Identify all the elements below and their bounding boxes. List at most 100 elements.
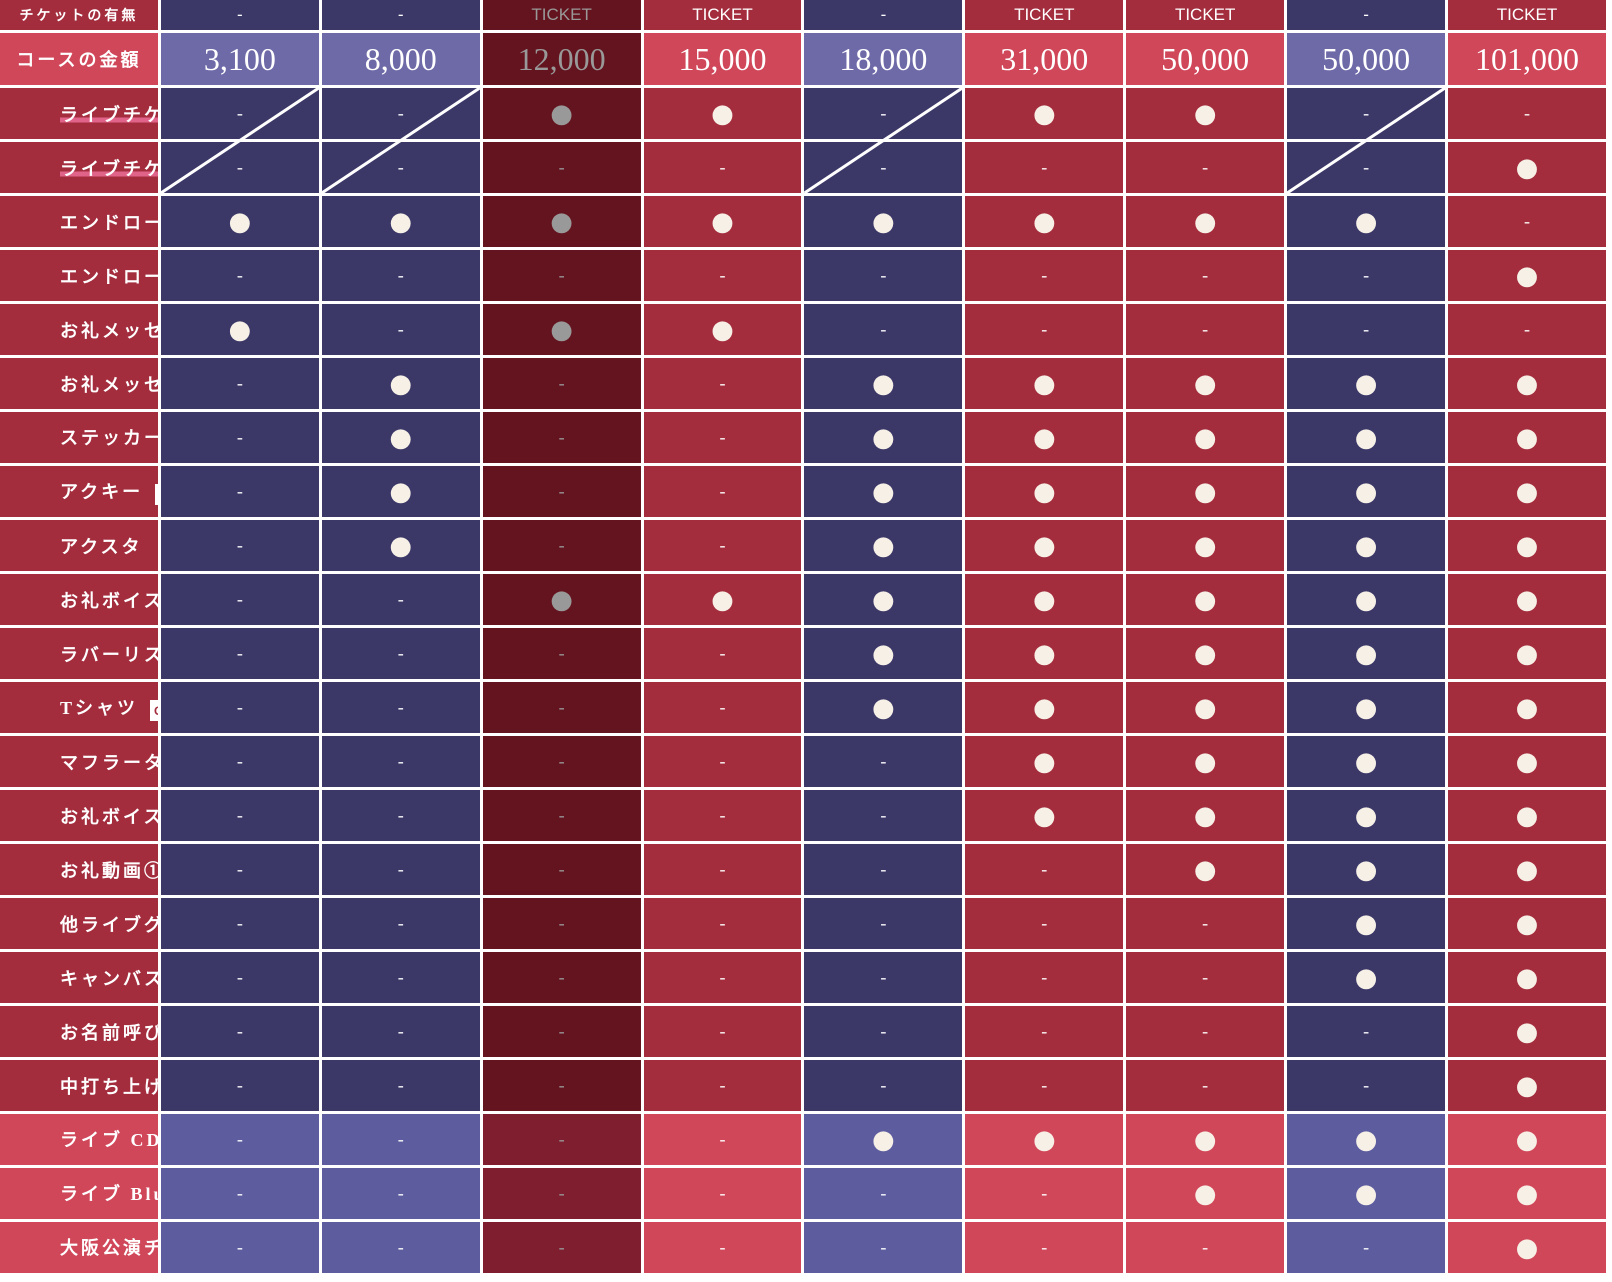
dot: ● <box>1032 692 1056 723</box>
dot: ● <box>872 692 895 723</box>
item-row: お礼ボイス① - - ● ● ● ● ● ● ● <box>0 574 1606 625</box>
row-label: ライブ Blu-ray1000万達成の場合 <box>0 1168 158 1219</box>
dash: - <box>719 805 726 825</box>
dash: - <box>397 751 404 771</box>
dot: ● <box>1354 746 1378 777</box>
dot: ● <box>1193 422 1217 453</box>
item-row: 大阪公演チケット????達成の場合 - - - - - - - - ● <box>0 1222 1606 1273</box>
dot: ● <box>1354 368 1378 399</box>
item-cell: - <box>482 1006 641 1057</box>
item-cell: - <box>643 1114 802 1165</box>
item-cell: ● <box>965 196 1124 247</box>
item-cell: ● <box>804 358 963 409</box>
item-cell: ● <box>1448 628 1606 679</box>
item-cell: - <box>321 1222 480 1273</box>
dot: ● <box>1515 422 1539 453</box>
item-label: ライブチケット（良番席） <box>60 158 158 179</box>
item-label: お礼ボイス① <box>60 590 158 611</box>
dash: - <box>719 913 726 933</box>
item-cell: - <box>804 844 963 895</box>
dash: - <box>1363 1237 1370 1257</box>
dot: ● <box>1515 638 1539 669</box>
dash: - <box>1041 1237 1048 1257</box>
item-cell: ● <box>1126 574 1285 625</box>
item-cell: - <box>321 898 480 949</box>
item-cell: - <box>1126 1060 1285 1111</box>
item-cell: - <box>321 142 480 193</box>
ticket-row: チケットの有無 - - TICKET TICKET - TICKET TICKET - TICKE… <box>0 0 1606 30</box>
item-cell: - <box>482 250 641 301</box>
item-cell: - <box>160 574 319 625</box>
item-cell: - <box>321 88 480 139</box>
price-cell: 50,000 <box>1287 33 1446 85</box>
item-cell: - <box>965 1168 1124 1219</box>
item-cell: - <box>482 628 641 679</box>
item-cell: - <box>160 682 319 733</box>
item-cell: ● <box>965 790 1124 841</box>
dot: ● <box>1193 1124 1217 1155</box>
dot: ● <box>1032 1124 1056 1155</box>
item-cell: - <box>160 844 319 895</box>
item-cell: - <box>643 1168 802 1219</box>
dash: - <box>719 535 726 555</box>
dot: ● <box>1515 1232 1539 1263</box>
item-cell: - <box>965 898 1124 949</box>
dot: ● <box>1515 1016 1539 1047</box>
item-cell: - <box>482 1222 641 1273</box>
item-cell: ● <box>804 412 963 463</box>
dot: ● <box>1032 422 1056 453</box>
dot: ● <box>389 530 413 561</box>
dot: ● <box>1354 692 1378 723</box>
ticket-cell: TICKET <box>482 0 641 30</box>
item-row: 中打ち上げ参加権 - - - - - - - - ● <box>0 1060 1606 1111</box>
item-cell: - <box>160 250 319 301</box>
dash: - <box>880 967 887 987</box>
item-cell: ● <box>1448 1006 1606 1057</box>
item-cell: ● <box>1448 736 1606 787</box>
dot: ● <box>1354 206 1378 237</box>
item-cell: ● <box>1287 1168 1446 1219</box>
price-cell: 31,000 <box>965 33 1124 85</box>
dot: ● <box>1515 1124 1539 1155</box>
dash: - <box>1041 913 1048 933</box>
row-label: マフラータオル <box>0 736 158 787</box>
row-label: エンドロールにお名前（小） <box>0 196 158 247</box>
item-cell: ● <box>1126 520 1285 571</box>
dash: - <box>880 751 887 771</box>
item-cell: - <box>804 1006 963 1057</box>
item-cell: - <box>1126 952 1285 1003</box>
item-cell: - <box>160 1006 319 1057</box>
price-cell: 50,000 <box>1126 33 1285 85</box>
item-cell: ● <box>1448 898 1606 949</box>
dash: - <box>1041 319 1048 339</box>
item-cell: - <box>160 790 319 841</box>
dash: - <box>880 265 887 285</box>
dash: - <box>397 967 404 987</box>
item-cell: - <box>643 520 802 571</box>
item-cell: - <box>482 1168 641 1219</box>
item-cell: - <box>643 1006 802 1057</box>
item-cell: ● <box>965 358 1124 409</box>
dot: ● <box>550 584 573 615</box>
item-cell: ● <box>1448 520 1606 571</box>
item-label: 大阪公演チケット <box>60 1237 158 1258</box>
dot: ● <box>1354 584 1378 615</box>
dash: - <box>236 427 243 447</box>
dash: - <box>236 157 243 177</box>
dot: ● <box>1515 530 1539 561</box>
item-cell: - <box>643 790 802 841</box>
item-row: ライブチケット（良番席） - - - - - - - - ● <box>0 142 1606 193</box>
dash: - <box>397 265 404 285</box>
dash: - <box>719 265 726 285</box>
dot: ● <box>872 1124 895 1155</box>
dot: ● <box>1193 530 1217 561</box>
item-cell: - <box>482 898 641 949</box>
item-label: お礼メッセージ（カード） <box>60 374 158 395</box>
dash: - <box>880 103 887 123</box>
dash: - <box>558 157 565 177</box>
price-cell: 15,000 <box>643 33 802 85</box>
dot: ● <box>1515 854 1539 885</box>
item-cell: - <box>643 682 802 733</box>
item-cell: - <box>965 1222 1124 1273</box>
